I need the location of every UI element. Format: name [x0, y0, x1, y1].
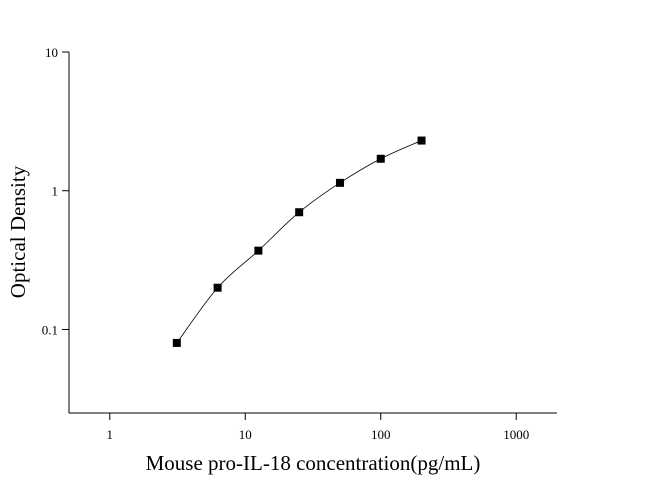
data-point — [172, 338, 181, 347]
data-point — [213, 283, 222, 292]
data-point — [254, 246, 263, 255]
data-point — [417, 136, 426, 145]
fit-curve — [176, 140, 422, 344]
y-tick-label: 1 — [52, 184, 59, 199]
data-point — [295, 208, 304, 217]
data-point — [335, 178, 344, 187]
x-tick-label: 100 — [371, 427, 391, 442]
y-axis-title: Optical Density — [6, 165, 30, 298]
x-tick-label: 1000 — [503, 427, 529, 442]
data-point — [376, 154, 385, 163]
y-tick-label: 0.1 — [42, 322, 58, 337]
x-tick-label: 1 — [107, 427, 114, 442]
x-axis-title: Mouse pro-IL-18 concentration(pg/mL) — [146, 451, 481, 475]
x-tick-label: 10 — [239, 427, 252, 442]
y-tick-label: 10 — [45, 45, 58, 60]
